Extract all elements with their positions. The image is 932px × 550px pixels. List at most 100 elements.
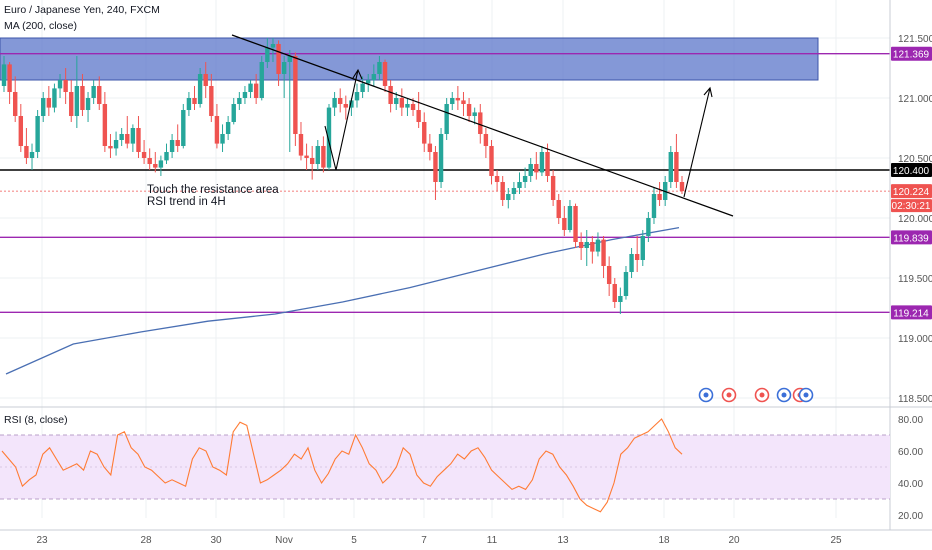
drawings (231, 34, 734, 217)
candle-body (343, 104, 349, 108)
candle-body (24, 146, 29, 158)
rsi-tick-label: 40.00 (898, 479, 923, 490)
candle-body (354, 92, 360, 101)
candle-body (293, 56, 298, 134)
candle-body (668, 152, 673, 182)
event-marker-dot (703, 392, 709, 398)
event-markers (698, 387, 814, 403)
candle-body (153, 164, 158, 168)
candle-body (562, 218, 567, 230)
candle-body (522, 176, 528, 182)
x-tick-label: 13 (557, 535, 569, 546)
arrow-path (324, 69, 359, 171)
candle-body (69, 92, 74, 116)
candle-body (158, 160, 164, 168)
candle-body (629, 254, 634, 272)
candle-body (108, 146, 113, 149)
candle-body (483, 134, 489, 146)
event-marker-dot (726, 392, 732, 398)
candle-body (539, 152, 545, 173)
horizontal-levels (0, 53, 890, 314)
x-tick-label: 18 (658, 535, 670, 546)
candle-body (573, 206, 578, 242)
candle-body (422, 122, 427, 144)
candle-body (590, 242, 595, 252)
candle-body (377, 62, 382, 74)
candle-body (427, 143, 433, 152)
candle-body (332, 98, 337, 108)
candle-body (169, 140, 175, 152)
candle-body (601, 239, 606, 266)
arrow-projection (683, 87, 711, 198)
y-tick-label: 119.500 (898, 274, 932, 285)
x-tick-label: 7 (421, 535, 427, 546)
candle-body (130, 128, 136, 144)
price-label-text: 119.214 (893, 308, 929, 319)
price-label-bg (891, 230, 932, 245)
rsi-legend: RSI (8, close) (4, 414, 68, 426)
price-label-text: 120.400 (893, 166, 930, 177)
candle-body (651, 194, 657, 218)
candle-body (7, 64, 12, 92)
candle-body (640, 236, 645, 260)
candle-body (584, 242, 589, 248)
event-marker-dot (759, 392, 765, 398)
candle-body (674, 152, 679, 182)
arrow-head (703, 86, 713, 98)
candle-body (545, 152, 550, 176)
x-tick-label: 5 (351, 535, 357, 546)
candle-body (438, 134, 444, 182)
candle-body (494, 176, 500, 182)
x-tick-label: 28 (140, 535, 152, 546)
candle-body (259, 62, 264, 98)
x-tick-label: 11 (487, 535, 498, 546)
candle-body (618, 296, 623, 302)
countdown-bg (891, 199, 932, 213)
symbol-title: Euro / Japanese Yen, 240, FXCM (4, 4, 160, 16)
candle-body (41, 98, 46, 116)
candle-body (287, 56, 292, 62)
candle-body (489, 146, 494, 176)
x-tick-label: Nov (275, 535, 293, 546)
event-marker-dot (803, 392, 809, 398)
candle-body (410, 104, 416, 110)
candle-body (500, 182, 505, 200)
candle-body (360, 83, 365, 92)
candle-body (534, 164, 539, 173)
candle-body (309, 158, 315, 164)
candle-body (304, 155, 309, 158)
candle-body (85, 98, 91, 110)
candle-body (433, 152, 438, 182)
y-tick-label: 119.000 (898, 334, 932, 345)
candle-body (74, 86, 80, 116)
x-tick-label: 23 (36, 535, 48, 546)
candle-body (214, 116, 220, 144)
candle-body (326, 107, 332, 168)
candle-body (102, 104, 108, 146)
candle-body (63, 80, 68, 92)
rsi-line (1, 418, 683, 513)
rsi-tick-label: 20.00 (898, 511, 923, 522)
candle-body (623, 272, 629, 296)
candle-body (556, 200, 561, 218)
candle-body (646, 218, 651, 236)
annotation-line-1: Touch the resistance area (147, 184, 279, 196)
candle-body (181, 110, 186, 146)
ma-legend: MA (200, close) (4, 20, 77, 32)
resistance-zone (0, 37, 819, 81)
candle-body (203, 74, 208, 86)
candle-body (444, 104, 449, 134)
candle-body (528, 164, 533, 176)
price-label-bg (891, 46, 932, 61)
candle-body (550, 176, 556, 200)
candle-body (337, 98, 343, 104)
candle-body (606, 266, 612, 284)
ma-200-line (5, 226, 680, 375)
candle-body (220, 134, 225, 144)
candle-body (265, 47, 270, 62)
price-label-bg (891, 184, 932, 199)
candle-body (679, 182, 685, 192)
price-label-bg (891, 305, 932, 320)
candle-body (175, 140, 180, 146)
